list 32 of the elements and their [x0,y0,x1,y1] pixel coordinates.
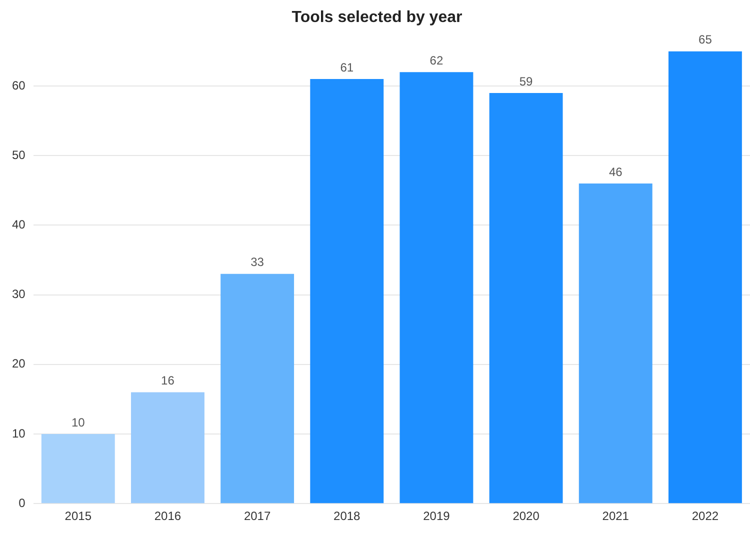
x-tick-label: 2019 [423,509,450,524]
data-label: 46 [608,164,623,179]
y-tick-label: 50 [12,148,26,162]
bar [668,51,742,504]
x-tick-label: 2016 [154,509,182,524]
bar [310,79,384,504]
bar [130,392,204,504]
bar [578,183,652,504]
chart-title: Tools selected by year [292,9,462,26]
x-tick-label: 2018 [334,509,361,524]
x-tick-label: 2021 [602,509,630,524]
x-tick-label: 2017 [244,509,271,524]
data-label: 10 [71,415,86,430]
data-label: 61 [340,60,354,74]
data-label: 16 [161,374,175,388]
x-tick-label: 2022 [692,509,719,524]
bar [489,92,563,504]
x-tick-label: 2015 [64,509,92,524]
y-tick-label: 0 [18,496,26,510]
bar [220,274,294,504]
y-tick-label: 20 [12,356,26,371]
y-tick-label: 60 [12,78,26,92]
bar [41,434,115,504]
y-tick-label: 10 [12,426,26,440]
y-tick-label: 40 [12,218,26,232]
data-label: 62 [430,53,444,68]
data-label: 33 [250,255,264,270]
data-label: 65 [698,32,712,47]
x-tick-label: 2020 [512,509,540,524]
bar [400,72,474,504]
data-label: 59 [519,74,534,88]
y-tick-label: 30 [12,287,26,302]
